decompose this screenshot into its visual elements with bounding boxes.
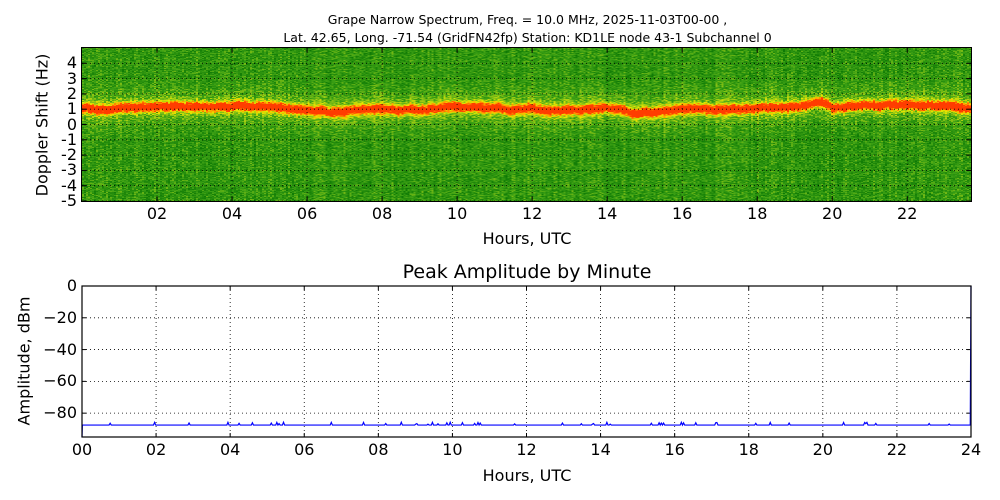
y-tick-label: 2	[66, 83, 77, 103]
y-tick-label: 3	[66, 68, 77, 88]
spectrogram-x-label: Hours, UTC	[482, 229, 572, 248]
x-tick-label: 18	[738, 440, 759, 459]
x-tick-label: 06	[296, 204, 318, 223]
amplitude-axes-frame	[81, 285, 972, 438]
x-tick-label: 20	[812, 440, 834, 459]
x-tick-label: 10	[446, 204, 468, 223]
x-tick-label: 16	[671, 204, 693, 223]
x-tick-label: 02	[145, 440, 167, 459]
spectrogram-axes-frame	[81, 47, 972, 202]
x-tick-label: 00	[71, 440, 93, 459]
x-tick-label: 12	[521, 204, 543, 223]
x-tick-label: 14	[590, 440, 611, 459]
x-tick-label: 12	[516, 440, 537, 459]
y-tick-label: 4	[66, 53, 77, 73]
y-tick-label: -4	[61, 175, 77, 195]
amplitude-x-label: Hours, UTC	[482, 466, 572, 485]
y-tick-label: -2	[61, 145, 77, 165]
x-tick-label: 16	[664, 440, 685, 459]
x-tick-label: 04	[219, 440, 241, 459]
x-tick-label: 22	[897, 204, 918, 223]
y-tick-label: 0	[66, 114, 77, 134]
x-tick-label: 04	[221, 204, 243, 223]
x-tick-label: 22	[886, 440, 908, 459]
x-tick-label: 06	[294, 440, 315, 459]
x-tick-label: 14	[596, 204, 618, 223]
y-tick-label: −20	[43, 307, 77, 327]
y-tick-label: −40	[43, 339, 77, 359]
x-tick-label: 18	[747, 204, 768, 223]
y-tick-label: 0	[66, 276, 77, 295]
y-tick-label: -5	[61, 191, 77, 210]
x-tick-label: 10	[442, 440, 463, 459]
amplitude-y-label: Amplitude, dBm	[14, 296, 34, 426]
y-tick-label: −60	[43, 371, 77, 391]
x-tick-label: 08	[368, 440, 389, 459]
figure-title-line2: Lat. 42.65, Long. -71.54 (GridFN42fp) St…	[283, 30, 772, 45]
y-tick-label: −80	[43, 403, 77, 423]
y-tick-label: -1	[61, 129, 77, 149]
y-tick-label: -3	[61, 160, 77, 180]
amplitude-plot-title: Peak Amplitude by Minute	[402, 261, 652, 283]
y-tick-label: 1	[66, 99, 77, 119]
x-tick-label: 02	[146, 204, 168, 223]
x-tick-label: 24	[960, 440, 982, 459]
amplitude-line	[81, 285, 972, 438]
figure-title-line1: Grape Narrow Spectrum, Freq. = 10.0 MHz,…	[327, 12, 728, 27]
x-tick-label: 08	[371, 204, 393, 223]
x-tick-label: 20	[822, 204, 843, 223]
